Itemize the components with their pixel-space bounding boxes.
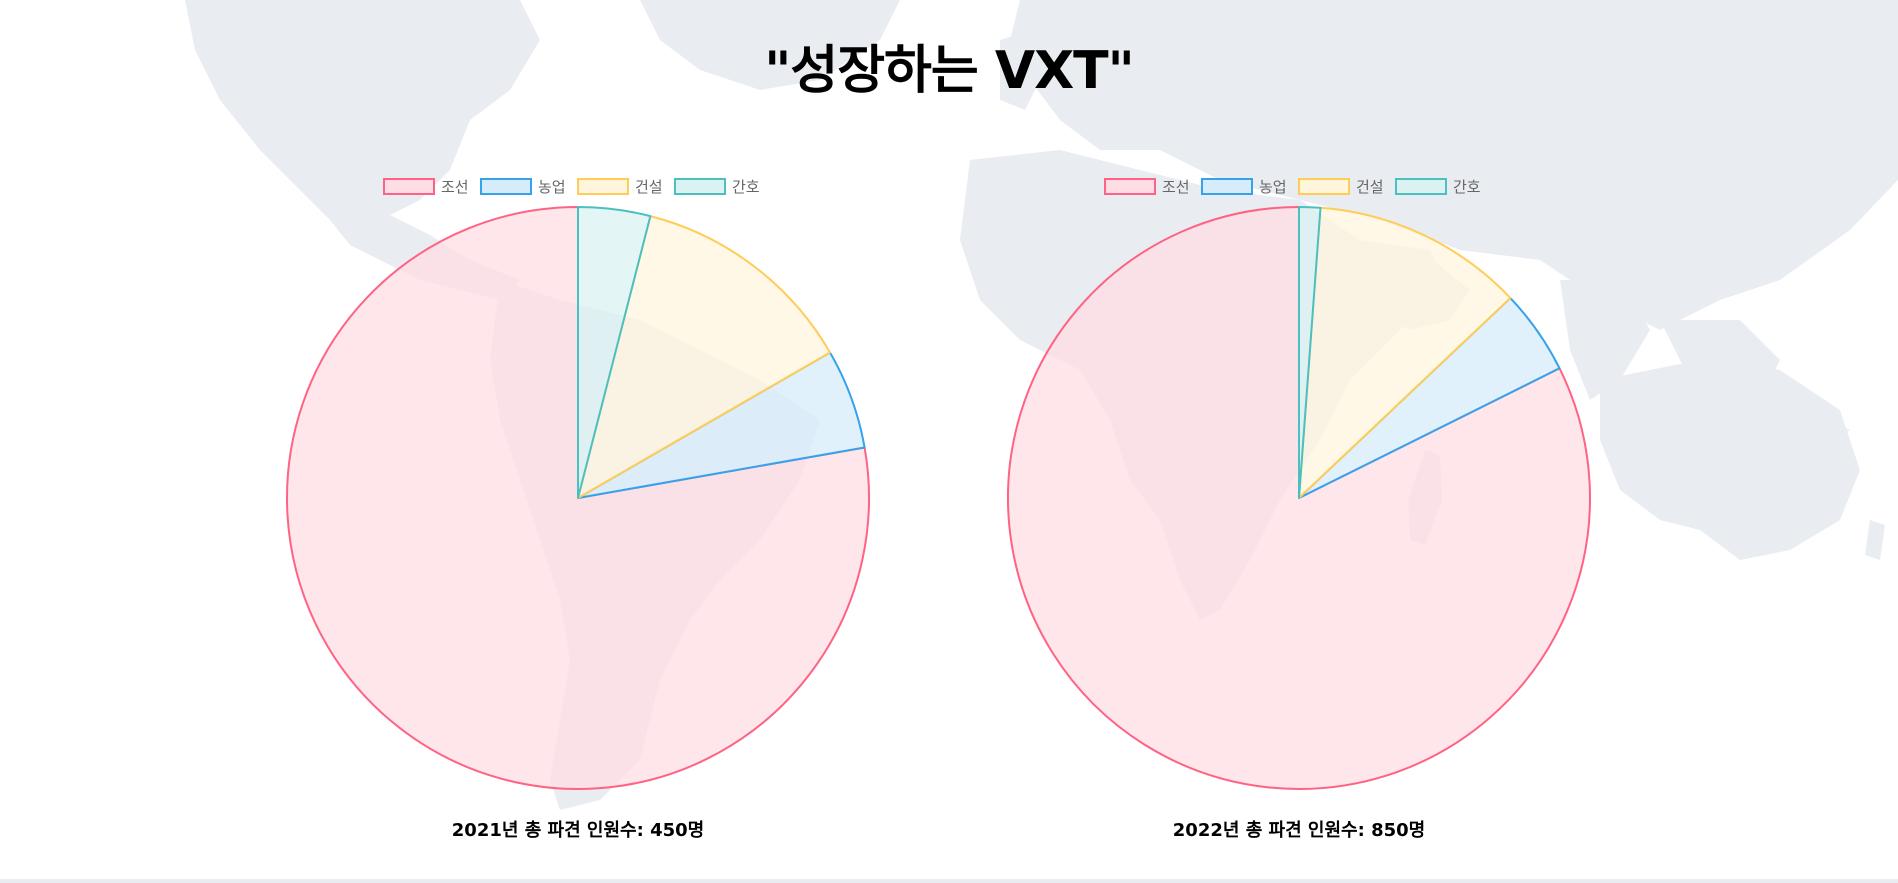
legend-label-1[interactable]: 조선 — [441, 178, 469, 196]
legend-label-4[interactable]: 간호 — [732, 178, 760, 196]
page-title: "성장하는 VXT" — [764, 41, 1134, 101]
pie-slice-3[interactable] — [577, 215, 832, 499]
map-uk-isles — [1000, 30, 1045, 110]
pie-slice-4[interactable] — [1298, 205, 1322, 499]
map-greenland — [640, 0, 900, 90]
pie-chart-2022-caption: 2022년 총 파견 인원수: 850명 — [1172, 820, 1426, 841]
legend-label-1[interactable]: 조선 — [1162, 178, 1190, 196]
pie-chart-2021-canvas: 조선 농업 건설 간호 — [286, 178, 870, 790]
legend-swatch-1[interactable] — [383, 178, 435, 195]
legend-swatch-4[interactable] — [674, 178, 726, 195]
legend-label-2[interactable]: 농업 — [1259, 178, 1287, 196]
pie-chart-2022-canvas: 조선 농업 건설 간호 — [1007, 178, 1591, 790]
legend-label-4[interactable]: 간호 — [1453, 178, 1481, 196]
map-north-america — [185, 0, 540, 230]
map-india — [1560, 280, 1650, 400]
pie-chart-2021-caption: 2021년 총 파견 인원수: 450명 — [451, 820, 705, 841]
legend-label-3[interactable]: 건설 — [1356, 178, 1384, 196]
map-new-zealand — [1865, 520, 1885, 560]
legend-swatch-2[interactable] — [1201, 178, 1253, 195]
legend-label-2[interactable]: 농업 — [538, 178, 566, 196]
legend-swatch-1[interactable] — [1104, 178, 1156, 195]
legend-swatch-2[interactable] — [480, 178, 532, 195]
bottom-divider — [0, 879, 1898, 883]
pie-slice-3[interactable] — [1298, 206, 1512, 499]
legend-label-3[interactable]: 건설 — [635, 178, 663, 196]
legend-swatch-3[interactable] — [577, 178, 629, 195]
map-australia — [1600, 360, 1860, 560]
pie-chart-2021: 조선 농업 건설 간호 2021년 총 파견 인원수: 450명 — [228, 170, 928, 850]
pie-slice-4[interactable] — [577, 206, 652, 499]
pie-chart-2022: 조선 농업 건설 간호 2022년 총 파견 인원수: 850명 — [949, 170, 1649, 850]
map-europe-asia — [1010, 0, 1898, 330]
legend-swatch-4[interactable] — [1395, 178, 1447, 195]
legend-swatch-3[interactable] — [1298, 178, 1350, 195]
